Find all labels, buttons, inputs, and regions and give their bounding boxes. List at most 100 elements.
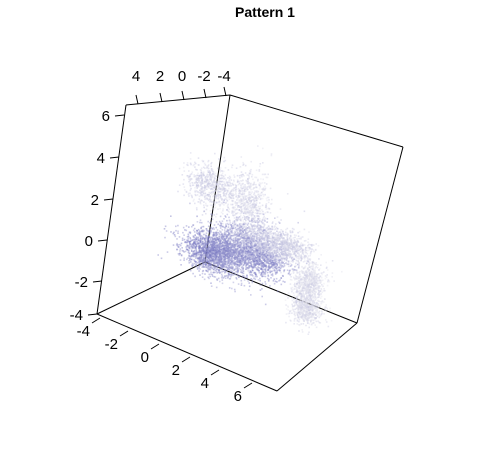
data-point [221, 265, 223, 267]
data-point [214, 247, 217, 249]
data-point [201, 261, 204, 264]
data-point [201, 265, 204, 268]
data-point [241, 271, 244, 274]
data-point [259, 165, 261, 168]
data-point [187, 246, 190, 248]
data-point [197, 239, 200, 241]
data-point [210, 244, 213, 246]
data-point [191, 245, 193, 248]
data-point [235, 188, 238, 191]
data-point [184, 189, 186, 191]
data-point [259, 163, 262, 165]
data-point [255, 183, 257, 186]
data-point [246, 224, 249, 226]
data-point [188, 255, 190, 257]
data-point [205, 261, 207, 264]
data-point [198, 270, 200, 272]
data-point [183, 170, 186, 172]
data-point [219, 266, 222, 269]
data-point [247, 234, 249, 236]
data-point [270, 266, 273, 268]
data-point [220, 231, 222, 233]
data-point [221, 256, 224, 259]
data-point [218, 271, 220, 274]
data-point [191, 178, 193, 180]
data-point [209, 259, 211, 262]
data-point [195, 237, 198, 239]
data-point [224, 202, 227, 205]
data-point [205, 202, 207, 205]
data-point [200, 258, 202, 260]
data-point [240, 171, 243, 173]
data-point [193, 252, 195, 255]
data-point [223, 269, 226, 271]
data-point [195, 253, 198, 255]
data-point [194, 189, 196, 192]
data-point [217, 247, 220, 249]
data-point [247, 280, 249, 282]
data-point [181, 237, 184, 240]
data-point [259, 192, 262, 195]
data-point [262, 162, 264, 164]
data-point [262, 210, 264, 213]
data-point [276, 230, 278, 233]
data-point [264, 275, 267, 278]
data-point [262, 190, 264, 192]
data-point [176, 245, 179, 247]
data-point [244, 172, 247, 174]
data-point [218, 263, 221, 265]
data-point [183, 194, 185, 197]
data-point [247, 178, 249, 180]
data-point [196, 182, 199, 184]
data-point [211, 248, 214, 251]
data-point [213, 259, 215, 261]
data-point [206, 229, 208, 232]
data-point [186, 239, 188, 242]
data-point [209, 256, 212, 259]
data-point [189, 192, 191, 195]
data-point [211, 243, 214, 246]
data-point [240, 210, 242, 212]
data-point [192, 255, 194, 258]
data-point [209, 243, 212, 246]
data-point [233, 211, 236, 213]
data-point [208, 252, 211, 254]
data-point [197, 236, 200, 239]
data-point [213, 246, 216, 249]
data-point [216, 246, 219, 248]
data-point [189, 243, 191, 246]
data-point [205, 255, 207, 258]
data-point [182, 183, 185, 185]
data-point [264, 269, 267, 271]
data-point [200, 177, 202, 179]
data-point [246, 186, 249, 188]
data-point [235, 204, 237, 207]
data-point [215, 262, 218, 264]
data-point [214, 267, 217, 269]
data-point [206, 165, 208, 168]
data-point [218, 244, 221, 247]
data-point [210, 168, 213, 170]
data-point [215, 262, 218, 264]
data-point [211, 247, 214, 249]
data-point [212, 238, 214, 240]
data-point [235, 257, 237, 259]
data-point [202, 266, 205, 268]
data-point [224, 258, 227, 261]
data-point [212, 190, 214, 193]
data-point [227, 250, 229, 252]
data-point [229, 239, 231, 242]
data-point [197, 191, 200, 194]
data-point [206, 265, 209, 268]
data-point [218, 237, 221, 240]
data-point [218, 250, 220, 252]
data-point [185, 229, 188, 232]
data-point [260, 178, 262, 180]
data-point [227, 267, 229, 270]
data-point [221, 235, 223, 237]
data-point [207, 260, 209, 263]
data-point [211, 204, 213, 207]
data-point [204, 242, 206, 244]
data-point [255, 176, 258, 179]
data-point [241, 269, 243, 272]
